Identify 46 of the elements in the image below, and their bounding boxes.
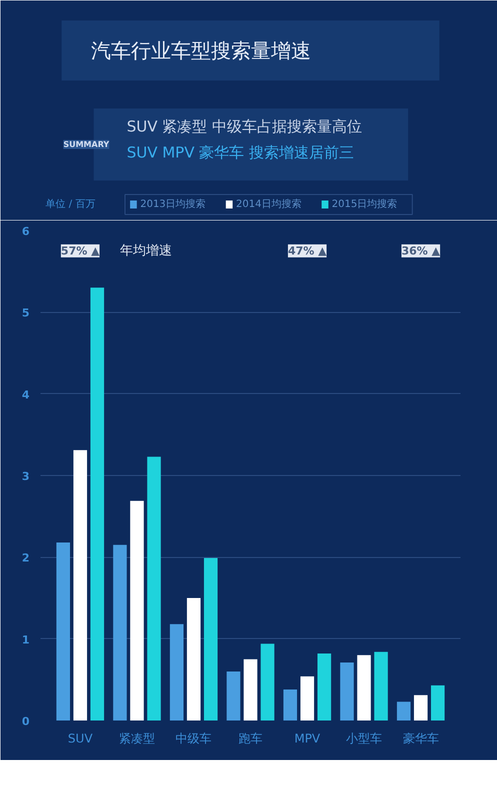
bar <box>396 702 411 720</box>
text: SUMMARY <box>63 140 110 149</box>
bar <box>147 456 161 720</box>
bar <box>374 652 388 720</box>
x-tick-label: MPV <box>294 732 321 746</box>
annotation: 47% ▲ <box>288 244 328 258</box>
bar <box>283 689 298 720</box>
x-tick-label: 跑车 <box>238 732 262 746</box>
y-tick-label: 3 <box>22 470 30 483</box>
bar <box>430 685 445 720</box>
bar <box>130 500 144 720</box>
bar <box>244 659 258 720</box>
bar <box>340 662 354 720</box>
bar <box>73 450 88 720</box>
legend-label: 2013日均搜索 <box>140 198 206 210</box>
x-tick-label: SUV <box>68 732 94 746</box>
x-tick-label: 小型车 <box>346 732 382 746</box>
y-tick-label: 2 <box>22 552 30 565</box>
y-tick-label: 6 <box>22 225 30 238</box>
y-tick-label: 5 <box>22 306 30 320</box>
bar <box>56 542 70 720</box>
bar <box>226 672 240 720</box>
bar <box>204 558 218 720</box>
legend-label: 2015日均搜索 <box>332 198 398 210</box>
chart-title: 汽车行业车型搜索量增速 <box>91 38 312 62</box>
x-tick-label: 中级车 <box>176 732 212 746</box>
x-tick-label: 豪华车 <box>402 732 439 746</box>
bar <box>317 654 332 720</box>
bar <box>357 655 371 720</box>
x-tick-label: 紧凑型 <box>118 732 155 746</box>
bar <box>113 544 127 720</box>
annotation: 年均增速 <box>120 243 172 258</box>
bar <box>186 598 201 720</box>
y-axis-title: 单位 / 百万 <box>46 198 96 210</box>
chart-subtitle: SUV 紧凑型 中级车占据搜索量高位 SUV MPV 豪华车 搜索增速居前三 <box>126 118 362 162</box>
y-tick-label: 4 <box>22 388 30 402</box>
annotation: 57% ▲ <box>60 244 100 258</box>
bar <box>414 695 428 720</box>
bar <box>90 288 104 720</box>
bar <box>300 676 314 720</box>
y-tick-label: 1 <box>22 633 30 646</box>
legend-label: 2014日均搜索 <box>236 198 302 210</box>
bar <box>170 624 184 720</box>
y-tick-label: 0 <box>22 715 30 728</box>
bar <box>260 644 274 720</box>
annotation: 36% ▲ <box>401 244 441 258</box>
